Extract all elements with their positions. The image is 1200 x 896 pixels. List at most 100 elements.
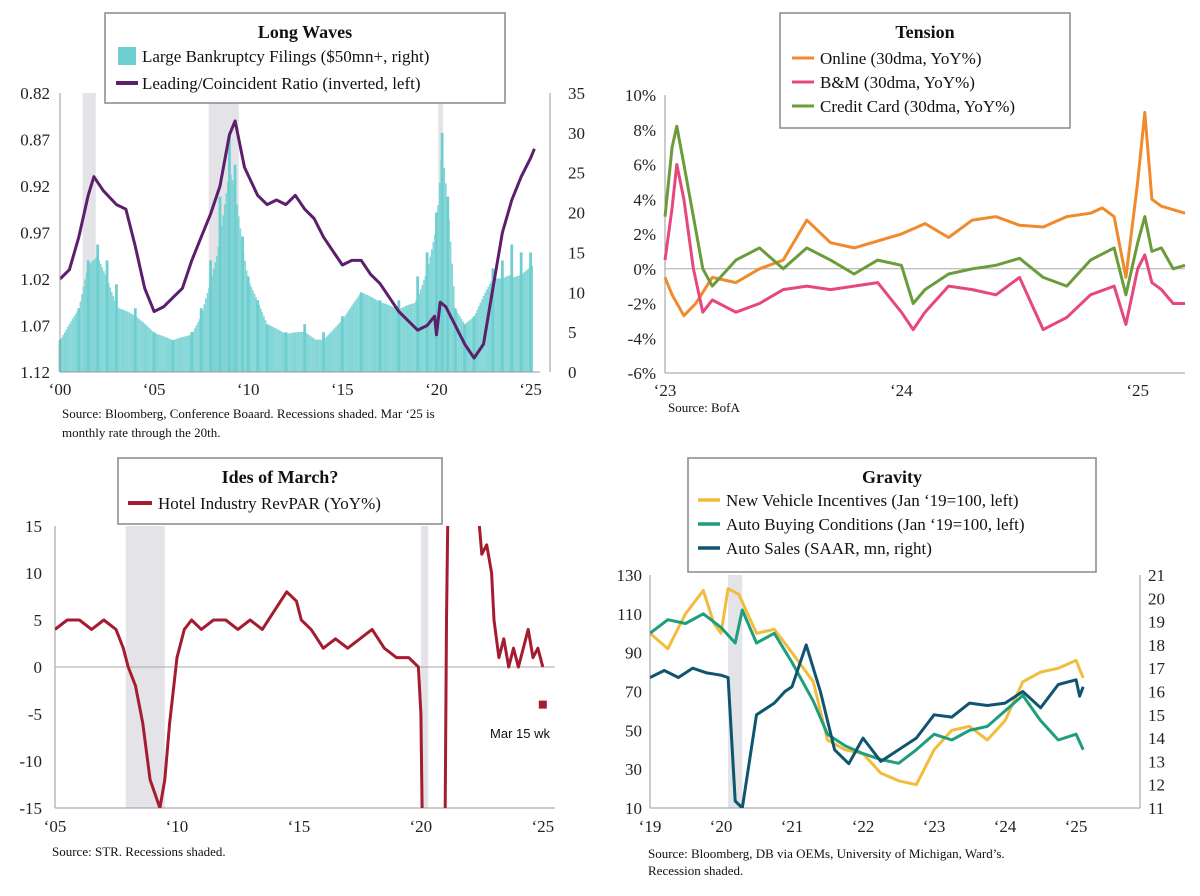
bankruptcy-bar-monthly — [84, 279, 86, 372]
bankruptcy-bar-monthly — [252, 290, 254, 372]
left-tick-label: 0.82 — [20, 84, 50, 103]
bankruptcy-bar-monthly — [412, 303, 414, 372]
bankruptcy-bar-monthly — [501, 278, 504, 372]
right-tick-label: 13 — [1148, 752, 1165, 771]
bankruptcy-bar-monthly — [140, 320, 143, 372]
left-tick-label: 0.87 — [20, 131, 50, 150]
bankruptcy-bar-monthly — [222, 215, 224, 372]
bankruptcy-bar-monthly — [183, 336, 185, 372]
bankruptcy-bar-monthly — [382, 303, 384, 372]
bankruptcy-bar-monthly — [189, 335, 191, 372]
right-tick-label: 11 — [1148, 799, 1164, 818]
bankruptcy-bar-monthly — [322, 339, 325, 372]
bankruptcy-bar-monthly — [487, 286, 490, 372]
bankruptcy-bar-monthly — [391, 306, 394, 372]
bankruptcy-bar-monthly — [311, 337, 314, 372]
bankruptcy-bar-monthly — [456, 311, 458, 372]
bankruptcy-bar-monthly — [344, 315, 347, 372]
bankruptcy-bar-monthly — [71, 318, 74, 372]
bankruptcy-bar-monthly — [242, 251, 245, 372]
left-tick-label: 110 — [617, 605, 642, 624]
bankruptcy-bar-monthly — [283, 333, 286, 372]
bankruptcy-bar-monthly — [297, 332, 300, 372]
legend-label-incentives: New Vehicle Incentives (Jan ‘19=100, lef… — [726, 491, 1019, 510]
left-tick-label: 0.92 — [20, 177, 50, 196]
bankruptcy-bar-monthly — [89, 263, 91, 372]
bankruptcy-bar-monthly — [192, 331, 195, 372]
bankruptcy-bar-monthly — [354, 301, 356, 372]
y-tick-label: -6% — [628, 364, 656, 383]
bankruptcy-bar-monthly — [526, 269, 529, 372]
y-tick-label: 4% — [633, 190, 656, 209]
bankruptcy-bar-monthly — [361, 293, 364, 372]
bankruptcy-bar-monthly — [388, 305, 391, 372]
bankruptcy-bar-monthly — [437, 205, 439, 372]
bankruptcy-bar-monthly — [139, 319, 141, 372]
bankruptcy-bar-monthly — [459, 316, 461, 372]
left-tick-label: 1.02 — [20, 270, 50, 289]
bankruptcy-bar-monthly — [300, 331, 303, 372]
bankruptcy-bar-monthly — [187, 335, 190, 372]
bankruptcy-bar-monthly — [164, 336, 166, 372]
y-tick-label: 10% — [625, 86, 656, 105]
right-tick-label: 12 — [1148, 776, 1165, 795]
ides-of-march-legend: Ides of March? Hotel Industry RevPAR (Yo… — [117, 457, 443, 525]
bankruptcy-bar-monthly — [310, 336, 312, 372]
y-tick-label: -5 — [28, 705, 42, 724]
bankruptcy-bar-monthly — [200, 316, 202, 372]
x-tick-label: ‘25 — [519, 380, 542, 399]
bankruptcy-bar-monthly — [142, 322, 144, 372]
bankruptcy-bar-monthly — [520, 275, 522, 372]
bankruptcy-bar-monthly — [294, 332, 297, 372]
bankruptcy-bar-monthly — [355, 298, 358, 372]
bankruptcy-bar-monthly — [281, 332, 284, 372]
bankruptcy-bar-monthly — [531, 265, 533, 372]
right-tick-label: 0 — [568, 363, 577, 382]
bankruptcy-bar-monthly — [377, 301, 380, 372]
bankruptcy-bar-monthly — [158, 334, 160, 372]
x-tick-label: ‘25 — [1126, 381, 1149, 400]
bankruptcy-bar-monthly — [256, 300, 259, 372]
x-tick-label: ‘19 — [639, 817, 662, 836]
bankruptcy-bar-monthly — [121, 309, 124, 372]
bankruptcy-bar-monthly — [114, 300, 116, 372]
bankruptcy-bar-monthly — [120, 309, 122, 372]
credit-card-line — [663, 124, 1186, 305]
bankruptcy-bar-monthly — [203, 304, 206, 372]
bankruptcy-bar-monthly — [101, 267, 104, 372]
bankruptcy-bar-monthly — [98, 260, 101, 372]
bankruptcy-bar-monthly — [198, 319, 201, 372]
bankruptcy-bar-monthly — [147, 326, 149, 372]
bankruptcy-bar-monthly — [159, 335, 162, 372]
bankruptcy-bar-monthly — [81, 293, 83, 372]
bankruptcy-bar-monthly — [318, 339, 320, 372]
x-tick-label: ‘25 — [1065, 817, 1088, 836]
bankruptcy-bar-monthly — [194, 328, 196, 372]
bankruptcy-bar-monthly — [285, 333, 287, 372]
bankruptcy-bar-monthly — [515, 276, 518, 372]
bankruptcy-bar-monthly — [335, 326, 337, 372]
bankruptcy-bar-monthly — [489, 283, 491, 372]
bankruptcy-bar-monthly — [435, 226, 438, 372]
bankruptcy-bar-monthly — [123, 310, 126, 372]
bankruptcy-bar-monthly — [460, 318, 463, 372]
bankruptcy-bar-monthly — [249, 283, 251, 372]
bankruptcy-bar-monthly — [325, 336, 328, 372]
bankruptcy-bar-monthly — [87, 265, 90, 372]
left-tick-label: 0.97 — [20, 224, 50, 243]
bankruptcy-bar-monthly — [365, 294, 367, 372]
gravity-plot: 130 110 90 70 50 30 10 21 20 19 18 17 16 15 14 13 12 11 ‘1… — [617, 566, 1166, 836]
legend-swatch-bankruptcy — [118, 47, 136, 65]
bankruptcy-bar-monthly — [143, 323, 146, 372]
bankruptcy-bar-monthly — [156, 334, 159, 372]
y-tick-label: -4% — [628, 329, 656, 348]
bankruptcy-bar-monthly — [303, 331, 306, 372]
tension-chart: 10% 8% 6% 4% 2% 0% -2% -4% -6%‘23 ‘24 ‘25 Tension … — [625, 12, 1186, 415]
bankruptcy-bar-monthly — [195, 325, 198, 372]
bankruptcy-bar-monthly — [394, 307, 397, 372]
bankruptcy-bar-monthly — [60, 337, 63, 372]
bankruptcy-bar-monthly — [134, 316, 137, 372]
right-tick-label: 30 — [568, 124, 585, 143]
bankruptcy-bar-monthly — [409, 304, 411, 372]
bankruptcy-bar-monthly — [292, 332, 295, 372]
